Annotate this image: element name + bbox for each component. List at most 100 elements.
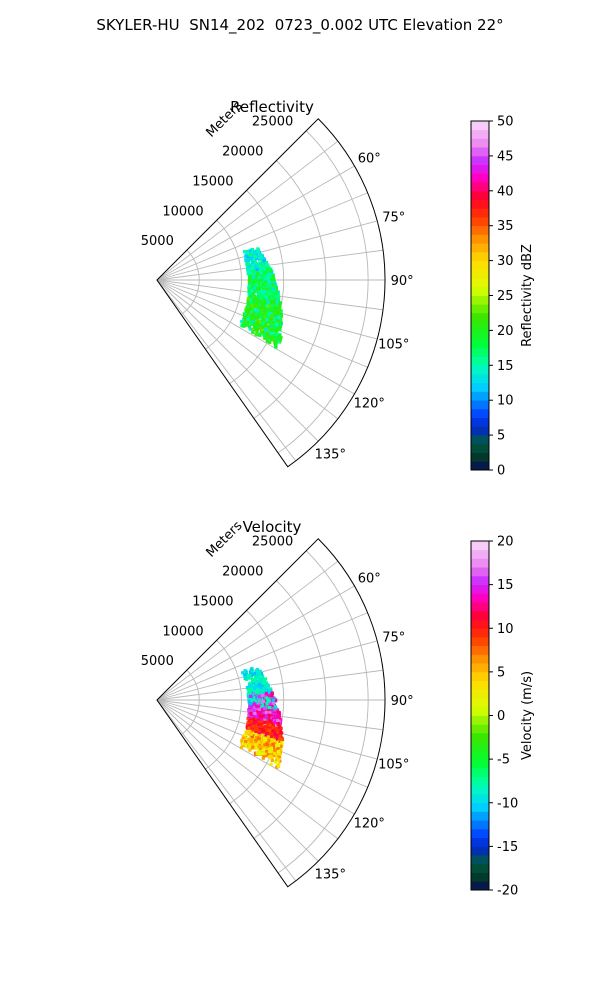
echo-gate xyxy=(256,309,260,313)
azimuth-gridline xyxy=(156,192,368,281)
echo-gate xyxy=(277,754,281,758)
radial-axis-label: Meters xyxy=(203,98,245,140)
echo-gate xyxy=(261,282,265,286)
echo-gate xyxy=(271,303,275,307)
echo-gate xyxy=(253,298,257,302)
echo-gate xyxy=(261,681,265,685)
echo-gate xyxy=(278,728,282,732)
echo-gate xyxy=(256,668,260,673)
echo-gate xyxy=(239,746,244,750)
echo-gate xyxy=(277,306,281,311)
echo-gate xyxy=(246,321,250,325)
echo-gate xyxy=(270,726,274,730)
echo-gate xyxy=(254,264,258,268)
echo-gate xyxy=(264,733,268,737)
echo-gate xyxy=(270,758,274,762)
echo-gate xyxy=(257,272,261,276)
range-ring xyxy=(253,580,327,839)
echo-gate xyxy=(263,303,267,307)
echo-gate xyxy=(279,320,283,324)
colorbar-tick-label: 20 xyxy=(497,324,514,339)
echo-gate xyxy=(252,322,256,326)
echo-gate xyxy=(253,286,257,290)
echo-gate xyxy=(246,251,250,256)
azimuth-gridline xyxy=(156,699,355,815)
colorbar-label: Reflectivity dBZ xyxy=(520,244,535,347)
echo-gate xyxy=(267,735,271,739)
echo-gate xyxy=(256,323,260,327)
echo-gate xyxy=(279,335,283,340)
echo-gate xyxy=(265,314,269,318)
echo-gate xyxy=(249,720,253,724)
echo-gate xyxy=(273,306,277,310)
echo-gate xyxy=(275,317,279,321)
colorbar-segment xyxy=(471,461,489,471)
echo-gate xyxy=(259,278,263,282)
echo-gate xyxy=(262,734,266,739)
echo-gate xyxy=(258,258,262,262)
echo-gate xyxy=(257,699,262,703)
echo-gate xyxy=(273,742,278,746)
echo-gate xyxy=(259,310,263,314)
echo-gate xyxy=(249,668,253,672)
colorbar-segment xyxy=(471,216,489,227)
echo-gate xyxy=(260,254,264,258)
echo-gate xyxy=(267,289,271,293)
colorbar-segment xyxy=(471,234,489,244)
echo-gate xyxy=(278,333,282,338)
colorbar-segment xyxy=(471,182,489,192)
echo-gate xyxy=(253,743,258,747)
colorbar-segment xyxy=(471,759,489,769)
echo-gate xyxy=(268,275,272,279)
colorbar-segment xyxy=(471,602,489,612)
echo-gate xyxy=(265,312,269,316)
echo-gate xyxy=(259,319,263,323)
echo-gate xyxy=(263,315,267,319)
colorbar-tick-label: 5 xyxy=(497,665,505,680)
colorbar-segment xyxy=(471,837,489,847)
echo-gate xyxy=(249,310,253,314)
colorbar-segment xyxy=(471,190,489,200)
echo-gate xyxy=(248,306,252,310)
radar-panel-velocity: Velocity 60° 75° 90° 105° 120° 135° 5000 10000 15… xyxy=(141,518,535,899)
echo-gate xyxy=(270,691,274,695)
colorbar-segment xyxy=(471,417,489,427)
echo-gate xyxy=(279,309,283,313)
echo-gate xyxy=(268,711,272,715)
echo-gate xyxy=(247,284,251,288)
echo-gate xyxy=(245,309,249,314)
echo-gate xyxy=(262,308,266,312)
azimuth-tick-label: 105° xyxy=(378,337,409,352)
figure-title: SKYLER-HU SN14_202 0723_0.002 UTC Elevat… xyxy=(96,16,504,34)
echo-gate xyxy=(253,705,257,710)
colorbar-segment xyxy=(471,260,489,270)
echo-gate xyxy=(269,689,273,693)
echo-gate xyxy=(259,296,263,300)
echo-gate xyxy=(260,331,265,335)
echo-gate xyxy=(265,339,269,343)
echo-gate xyxy=(268,297,272,301)
echo-gate xyxy=(259,672,263,676)
colorbar-segment xyxy=(471,706,489,716)
colorbar-segment xyxy=(471,671,489,681)
echo-gate xyxy=(258,300,262,304)
colorbar-tick-label: 10 xyxy=(497,394,514,409)
echo-gate xyxy=(252,715,256,720)
echo-gate xyxy=(261,319,265,323)
colorbar-segment xyxy=(471,330,489,340)
echo-gate xyxy=(246,307,250,311)
colorbar-segment xyxy=(471,741,489,751)
echo-gate xyxy=(243,669,247,673)
echo-gate xyxy=(277,713,281,717)
echo-gate xyxy=(244,254,248,258)
echo-gate xyxy=(263,751,267,755)
echo-gate xyxy=(262,739,266,743)
echo-gate xyxy=(268,709,272,713)
echo-gate xyxy=(251,306,255,310)
colorbar-segment xyxy=(471,155,489,166)
echo-gate xyxy=(278,328,282,332)
echo-gate xyxy=(270,733,274,737)
colorbar-segment xyxy=(471,698,489,708)
echo-gate xyxy=(261,296,266,300)
echo-gate xyxy=(247,700,251,704)
